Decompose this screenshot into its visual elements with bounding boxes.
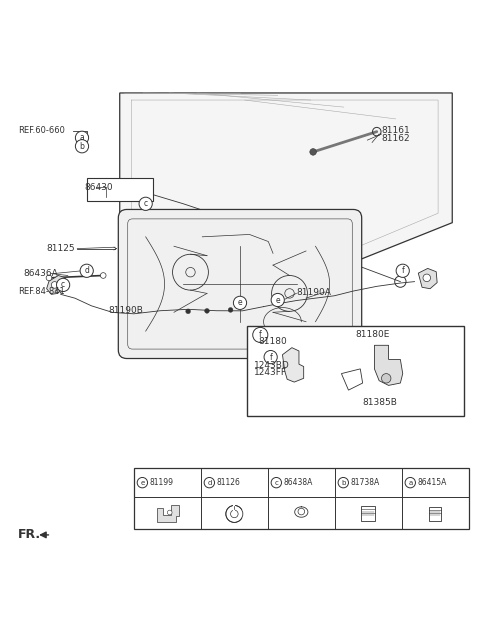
Circle shape xyxy=(228,307,233,313)
Circle shape xyxy=(264,351,277,364)
Text: f: f xyxy=(401,266,404,275)
Polygon shape xyxy=(157,505,179,522)
Text: e: e xyxy=(276,295,280,304)
Text: b: b xyxy=(341,480,346,486)
Circle shape xyxy=(233,296,247,309)
Text: REF.84-841: REF.84-841 xyxy=(18,287,65,295)
Circle shape xyxy=(137,477,147,488)
Circle shape xyxy=(57,278,70,292)
Text: a: a xyxy=(80,133,84,142)
Text: 81385B: 81385B xyxy=(362,398,397,407)
Circle shape xyxy=(186,309,191,314)
Text: 1243BD: 1243BD xyxy=(254,361,290,370)
Circle shape xyxy=(80,264,93,278)
Polygon shape xyxy=(374,346,403,385)
Bar xyxy=(134,468,469,529)
Text: 81190A: 81190A xyxy=(297,287,332,297)
Text: 86430: 86430 xyxy=(84,183,113,192)
Polygon shape xyxy=(418,268,437,288)
Text: 81180E: 81180E xyxy=(356,330,390,339)
Circle shape xyxy=(75,139,89,153)
Circle shape xyxy=(204,477,215,488)
Circle shape xyxy=(423,274,431,281)
Text: 81125: 81125 xyxy=(47,244,75,253)
Text: 86436A: 86436A xyxy=(23,269,58,278)
Text: 81162: 81162 xyxy=(382,134,410,143)
Text: 1243FF: 1243FF xyxy=(254,368,287,377)
Text: c: c xyxy=(61,280,65,290)
Circle shape xyxy=(46,275,52,281)
Text: 86415A: 86415A xyxy=(418,478,447,487)
Text: 81738A: 81738A xyxy=(351,478,380,487)
Polygon shape xyxy=(120,93,452,288)
Text: d: d xyxy=(207,480,212,486)
Circle shape xyxy=(338,477,348,488)
Circle shape xyxy=(204,309,209,313)
Text: c: c xyxy=(275,480,278,486)
Text: 81199: 81199 xyxy=(150,478,174,487)
Circle shape xyxy=(271,477,281,488)
Text: 81126: 81126 xyxy=(217,478,241,487)
Circle shape xyxy=(168,510,172,515)
Text: d: d xyxy=(84,266,89,275)
Circle shape xyxy=(100,273,106,278)
Text: 86438A: 86438A xyxy=(284,478,313,487)
Bar xyxy=(87,178,153,202)
Text: e: e xyxy=(238,299,242,307)
Text: 81180: 81180 xyxy=(259,337,288,346)
Bar xyxy=(361,507,375,522)
Polygon shape xyxy=(282,347,304,382)
Circle shape xyxy=(253,327,268,342)
Text: a: a xyxy=(408,480,412,486)
Text: REF.60-660: REF.60-660 xyxy=(18,126,65,135)
Text: f: f xyxy=(269,353,272,361)
Text: c: c xyxy=(144,199,148,209)
Text: b: b xyxy=(80,142,84,151)
Polygon shape xyxy=(47,276,65,294)
Text: FR.: FR. xyxy=(18,528,41,541)
FancyBboxPatch shape xyxy=(118,209,362,358)
Text: 81161: 81161 xyxy=(382,126,410,135)
Circle shape xyxy=(405,477,416,488)
Circle shape xyxy=(75,131,89,145)
Circle shape xyxy=(396,264,409,278)
Text: 81190B: 81190B xyxy=(108,306,143,315)
Text: e: e xyxy=(140,480,144,486)
Circle shape xyxy=(310,148,316,155)
Circle shape xyxy=(271,294,284,307)
Circle shape xyxy=(382,373,391,383)
Circle shape xyxy=(51,281,58,288)
Circle shape xyxy=(139,197,152,210)
Bar xyxy=(247,327,464,416)
Text: f: f xyxy=(259,330,262,339)
Bar xyxy=(429,507,442,521)
